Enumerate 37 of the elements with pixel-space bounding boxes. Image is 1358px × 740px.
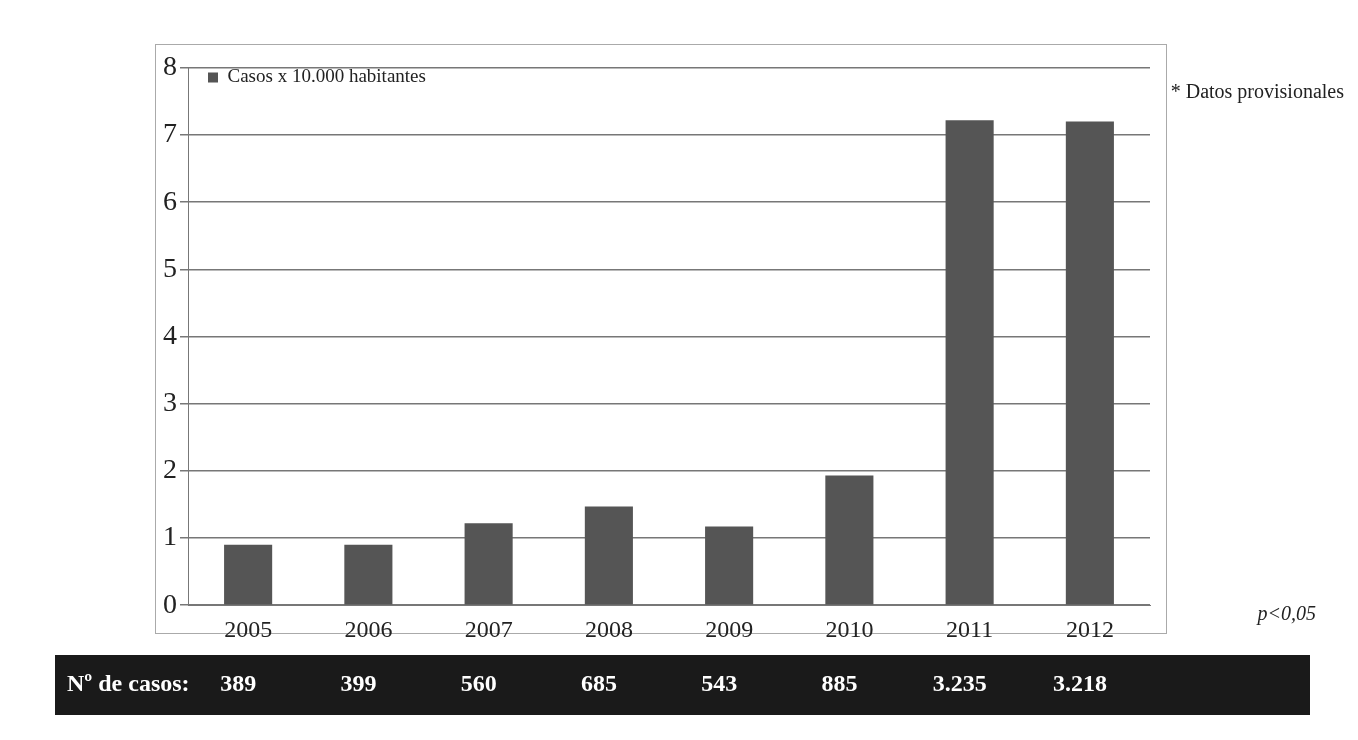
x-tick-label: 2005 [224, 615, 273, 642]
text: p<0,05 [1257, 602, 1316, 625]
text: 560 [460, 670, 497, 697]
y-tick-label: 4 [163, 318, 177, 350]
text: 3.218 [1052, 670, 1107, 697]
text: * Datos provisionales [1170, 80, 1344, 103]
y-tick-label: 2 [163, 453, 177, 485]
y-tick-label: 3 [163, 386, 177, 418]
y-tick-label: 1 [163, 520, 177, 552]
text: 389 [220, 670, 257, 697]
x-tick-label: 2007 [464, 615, 513, 642]
text: 885 [821, 670, 858, 697]
text: 399 [340, 670, 377, 697]
y-tick-label: 0 [163, 587, 177, 619]
bar [1065, 121, 1114, 605]
bar [825, 475, 874, 605]
x-tick-label: 2011 [946, 615, 994, 642]
x-tick-label: 2009 [705, 615, 754, 642]
text: 3.235 [932, 670, 987, 697]
y-tick-label: 8 [163, 50, 177, 82]
bar [584, 506, 633, 605]
bar [705, 526, 754, 605]
x-tick-label: 2008 [584, 615, 633, 642]
y-tick-label: 5 [163, 251, 177, 283]
legend-label: Casos x 10.000 habitantes [227, 65, 426, 87]
text: 685 [580, 670, 617, 697]
y-tick-label: 7 [163, 117, 177, 149]
x-tick-label: 2012 [1065, 615, 1114, 642]
bar [224, 544, 273, 605]
y-tick-label: 6 [163, 184, 177, 216]
x-tick-label: 2006 [344, 615, 393, 642]
bar [464, 523, 513, 605]
x-tick-label: 2010 [825, 615, 874, 642]
text: Nº de casos: [67, 670, 190, 697]
text: 543 [701, 670, 738, 697]
bar [945, 120, 994, 605]
bar [344, 544, 393, 605]
